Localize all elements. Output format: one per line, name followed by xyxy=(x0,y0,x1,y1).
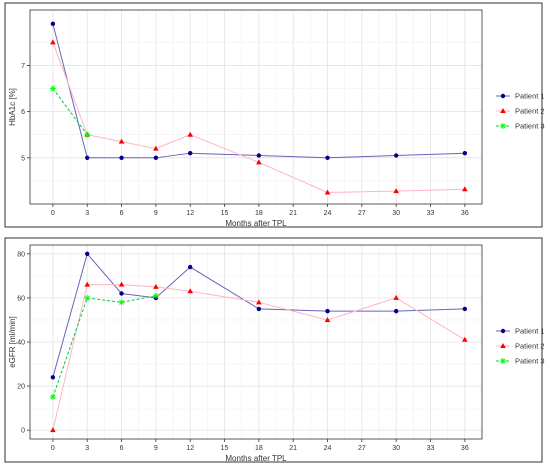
x-axis-label: Months after TPL xyxy=(225,219,287,228)
legend-key-marker-3 xyxy=(500,358,506,364)
data-point-1 xyxy=(50,375,56,380)
egfr-chart-panel: 0 3 6 9 12 15 18 21 24 27 30 33 36 0 20 40 60 80 Months af… xyxy=(0,235,550,470)
x-tick-label: 9 xyxy=(154,445,158,452)
series-line-3 xyxy=(52,88,88,136)
x-tick-label: 18 xyxy=(255,445,263,452)
data-point-1 xyxy=(393,153,399,158)
plot-border xyxy=(29,9,483,205)
data-point-1 xyxy=(85,251,90,257)
y-axis-label: HbA1c [%] xyxy=(8,88,17,126)
data-point-1 xyxy=(325,308,330,314)
x-tick-label: 12 xyxy=(186,210,194,217)
y-tick-label: 40 xyxy=(17,340,25,347)
x-tick-label: 21 xyxy=(289,445,297,452)
legend-key-marker-1 xyxy=(500,328,506,334)
data-point-2 xyxy=(324,189,331,195)
data-point-2 xyxy=(393,188,399,194)
data-point-2 xyxy=(256,299,262,305)
data-point-1 xyxy=(119,291,124,296)
legend-label-1: Patient 1 xyxy=(515,92,545,101)
data-point-2 xyxy=(187,288,194,294)
legend-key-marker-2 xyxy=(500,343,506,348)
data-point-1 xyxy=(462,306,468,312)
data-point-2 xyxy=(50,39,56,45)
legend-key-marker-2 xyxy=(500,108,506,113)
legend-key-marker-3 xyxy=(500,123,506,129)
data-point-2 xyxy=(256,159,262,165)
data-point-3 xyxy=(118,299,125,306)
legend-label-3: Patient 3 xyxy=(515,357,545,366)
x-tick-label: 0 xyxy=(51,445,55,452)
x-tick-label: 24 xyxy=(324,210,332,217)
x-tick-label: 18 xyxy=(255,210,263,217)
hba1c-chart-panel: 0 3 6 9 12 15 18 21 24 27 30 33 36 5 6 7 Months after TP… xyxy=(4,2,545,228)
data-point-3 xyxy=(84,294,91,301)
data-point-2 xyxy=(118,138,125,144)
data-point-3 xyxy=(84,131,91,138)
x-tick-label: 30 xyxy=(392,210,400,217)
x-tick-label: 33 xyxy=(427,445,435,452)
x-tick-label: 15 xyxy=(221,210,229,217)
data-point-2 xyxy=(324,316,331,322)
legend-label-2: Patient 2 xyxy=(515,107,545,116)
x-tick-label: 36 xyxy=(461,210,469,217)
x-tick-label: 15 xyxy=(221,445,229,452)
data-point-1 xyxy=(393,308,399,314)
data-point-1 xyxy=(256,306,262,312)
y-tick-label: 0 xyxy=(21,428,25,435)
data-point-1 xyxy=(462,150,468,156)
x-tick-label: 24 xyxy=(324,445,332,452)
data-point-1 xyxy=(119,155,124,161)
data-point-1 xyxy=(153,155,159,161)
x-tick-label: 36 xyxy=(461,445,469,452)
data-point-2 xyxy=(187,131,194,137)
x-tick-label: 6 xyxy=(120,210,124,217)
outer-frame xyxy=(4,2,543,228)
x-tick-label: 6 xyxy=(120,445,124,452)
y-tick-label: 80 xyxy=(17,251,25,258)
x-tick-label: 21 xyxy=(289,210,297,217)
x-tick-label: 30 xyxy=(392,445,400,452)
data-point-2 xyxy=(153,283,159,289)
y-tick-label: 6 xyxy=(21,109,25,116)
x-tick-label: 27 xyxy=(358,445,366,452)
x-tick-label: 9 xyxy=(154,210,158,217)
y-tick-label: 5 xyxy=(21,155,25,162)
data-point-2 xyxy=(153,145,159,151)
x-tick-label: 33 xyxy=(427,210,435,217)
data-point-2 xyxy=(84,281,91,287)
data-point-1 xyxy=(188,150,193,156)
series-line-3 xyxy=(52,295,156,398)
x-tick-label: 27 xyxy=(358,210,366,217)
legend-label-1: Patient 1 xyxy=(515,327,545,336)
data-point-1 xyxy=(256,153,262,158)
data-point-1 xyxy=(85,155,90,161)
data-point-1 xyxy=(188,264,193,270)
data-point-3 xyxy=(152,292,159,299)
legend-label-3: Patient 3 xyxy=(515,122,545,131)
data-point-2 xyxy=(50,427,56,433)
x-tick-label: 0 xyxy=(51,210,55,217)
outer-frame xyxy=(4,237,543,463)
x-tick-label: 12 xyxy=(186,445,194,452)
x-tick-label: 3 xyxy=(85,210,89,217)
y-axis-label: eGFR [ml/min] xyxy=(8,316,17,368)
legend-label-2: Patient 2 xyxy=(515,342,545,351)
data-point-3 xyxy=(49,85,56,92)
data-point-3 xyxy=(49,394,56,401)
data-point-1 xyxy=(50,21,56,27)
data-point-2 xyxy=(462,336,468,342)
data-point-2 xyxy=(462,186,468,192)
legend-key-marker-1 xyxy=(500,93,506,99)
data-point-2 xyxy=(393,294,399,300)
y-tick-label: 7 xyxy=(21,63,25,70)
data-point-1 xyxy=(325,155,330,161)
y-tick-label: 20 xyxy=(17,384,25,391)
y-tick-label: 60 xyxy=(17,295,25,302)
data-point-2 xyxy=(118,281,125,287)
x-tick-label: 3 xyxy=(85,445,89,452)
x-axis-label: Months after TPL xyxy=(225,454,287,463)
